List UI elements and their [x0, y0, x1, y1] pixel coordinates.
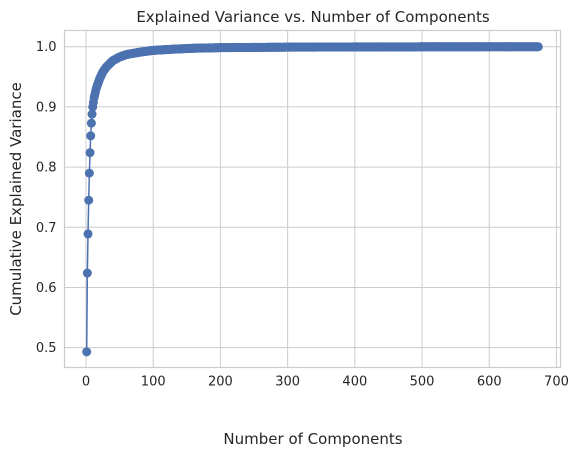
x-tick-label: 700 [544, 375, 569, 390]
x-tick-label: 600 [477, 375, 502, 390]
y-tick-label: 0.8 [36, 161, 57, 176]
data-point [533, 42, 543, 52]
y-tick-label: 0.9 [36, 100, 57, 115]
data-point [84, 195, 94, 205]
series-line [82, 42, 543, 357]
data-point [82, 268, 92, 278]
data-point [85, 148, 95, 158]
y-tick-label: 0.5 [36, 341, 57, 356]
chart-title: Explained Variance vs. Number of Compone… [136, 8, 490, 26]
x-tick-label: 400 [342, 375, 367, 390]
series-path [85, 46, 539, 352]
data-point [87, 109, 97, 119]
data-point [83, 229, 93, 239]
data-point [82, 347, 92, 357]
data-point [84, 168, 94, 178]
y-axis-ticks: 0.5 0.6 0.7 0.8 0.9 1.0 [36, 40, 57, 356]
data-point [86, 118, 96, 128]
grid [64, 30, 561, 368]
x-tick-label: 200 [208, 375, 233, 390]
y-axis-label: Cumulative Explained Variance [7, 82, 25, 316]
x-tick-label: 500 [410, 375, 435, 390]
y-tick-label: 1.0 [36, 40, 57, 55]
x-tick-label: 100 [141, 375, 166, 390]
plot-frame [63, 29, 562, 369]
x-axis-ticks: 0 100 200 300 400 500 600 700 [82, 375, 569, 390]
y-tick-label: 0.6 [36, 281, 57, 296]
x-tick-label: 0 [82, 375, 90, 390]
data-point [86, 131, 96, 141]
x-axis-label: Number of Components [223, 430, 402, 448]
x-tick-label: 300 [275, 375, 300, 390]
y-tick-label: 0.7 [36, 221, 57, 236]
